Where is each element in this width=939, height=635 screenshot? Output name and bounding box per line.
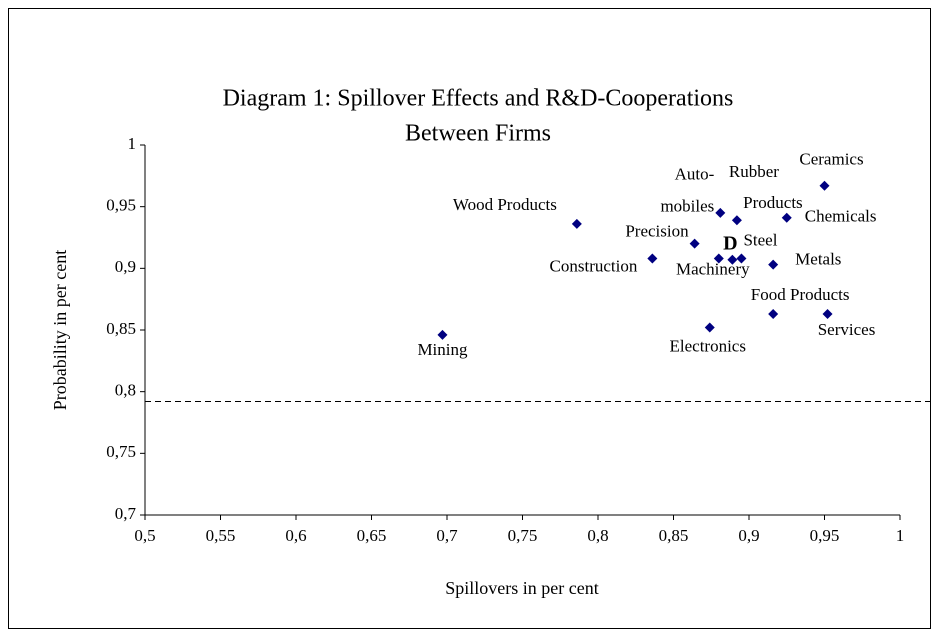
x-tick-label: 0,9 bbox=[738, 526, 759, 545]
y-tick-label: 0,9 bbox=[115, 257, 136, 276]
y-axis-label: Probability in per cent bbox=[50, 250, 70, 410]
point bbox=[704, 322, 715, 333]
point-label: Wood Products bbox=[453, 195, 557, 214]
point bbox=[736, 253, 747, 264]
point-label: Chemicals bbox=[805, 207, 877, 226]
point bbox=[689, 238, 700, 249]
point-label: Machinery bbox=[676, 259, 750, 278]
y-tick-label: 1 bbox=[128, 134, 137, 153]
point-label: Food Products bbox=[751, 285, 850, 304]
point-label: Ceramics bbox=[799, 150, 863, 169]
point-label: Construction bbox=[550, 256, 638, 275]
y-tick-label: 0,95 bbox=[106, 196, 136, 215]
x-tick-label: 0,6 bbox=[285, 526, 306, 545]
chart-title: Diagram 1: Spillover Effects and R&D-Coo… bbox=[223, 86, 734, 112]
x-tick-label: 0,85 bbox=[659, 526, 689, 545]
x-tick-label: 0,75 bbox=[508, 526, 538, 545]
point bbox=[727, 254, 738, 265]
point bbox=[819, 180, 830, 191]
point-label: Rubber bbox=[729, 162, 779, 181]
x-tick-label: 0,55 bbox=[206, 526, 236, 545]
y-tick-label: 0,7 bbox=[115, 504, 137, 523]
point bbox=[731, 215, 742, 226]
point bbox=[781, 212, 792, 223]
x-tick-label: 0,65 bbox=[357, 526, 387, 545]
point-label: mobiles bbox=[660, 197, 714, 216]
x-axis-label: Spillovers in per cent bbox=[445, 578, 598, 598]
y-tick-label: 0,75 bbox=[106, 442, 136, 461]
x-tick-label: 0,7 bbox=[436, 526, 458, 545]
x-tick-label: 0,5 bbox=[134, 526, 155, 545]
point-label: Mining bbox=[417, 340, 468, 359]
point-label: Products bbox=[743, 193, 803, 212]
point-label: Services bbox=[818, 320, 876, 339]
point bbox=[647, 253, 658, 264]
point bbox=[715, 207, 726, 218]
point bbox=[768, 308, 779, 319]
point bbox=[822, 308, 833, 319]
x-tick-label: 1 bbox=[896, 526, 905, 545]
point-label: Precision bbox=[625, 222, 689, 241]
point bbox=[571, 218, 582, 229]
point-label: Auto- bbox=[675, 165, 715, 184]
point-label: Metals bbox=[795, 250, 841, 269]
y-tick-label: 0,8 bbox=[115, 381, 136, 400]
point-label: D bbox=[723, 232, 737, 254]
x-tick-label: 0,95 bbox=[810, 526, 840, 545]
chart-title: Between Firms bbox=[405, 121, 551, 147]
point bbox=[768, 259, 779, 270]
point-label: Electronics bbox=[670, 336, 746, 355]
y-tick-label: 0,85 bbox=[106, 319, 136, 338]
point bbox=[437, 329, 448, 340]
chart-frame bbox=[8, 8, 931, 629]
point bbox=[713, 253, 724, 264]
point-label: Steel bbox=[743, 230, 777, 249]
x-tick-label: 0,8 bbox=[587, 526, 608, 545]
